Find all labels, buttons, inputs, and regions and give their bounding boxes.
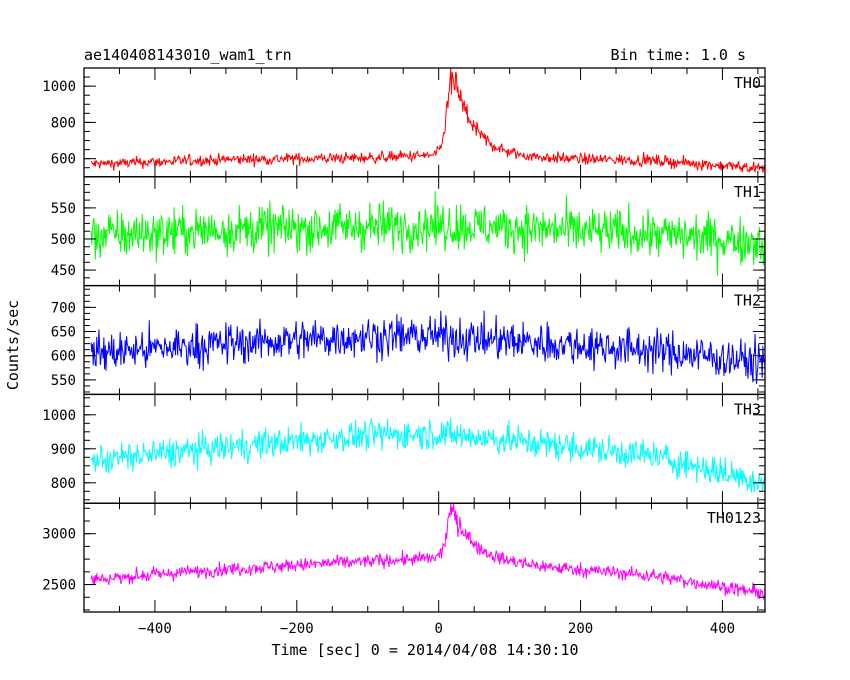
panel-label-th0123: TH0123 [707, 509, 761, 527]
y-tick-label: 600 [51, 152, 76, 168]
series-line-th1 [90, 191, 765, 276]
x-tick-label: −200 [280, 621, 314, 637]
y-tick-label: 1000 [42, 408, 76, 424]
y-axis-label: Counts/sec [4, 300, 22, 390]
y-tick-label: 900 [51, 442, 76, 458]
y-tick-label: 650 [51, 325, 76, 341]
series-line-th0 [90, 68, 765, 174]
panel-label-th2: TH2 [734, 292, 761, 310]
x-axis-label: Time [sec] 0 = 2014/04/08 14:30:10 [271, 641, 578, 659]
panels-group: 600 800 1000 TH0 450 500 550 TH1 550 600 650 700 TH2… [42, 67, 766, 637]
y-tick-label: 500 [51, 232, 76, 248]
series-line-th0123 [90, 503, 765, 600]
series-line-th3 [90, 417, 765, 493]
panel-label-th3: TH3 [734, 400, 761, 418]
x-tick-label: 200 [568, 621, 593, 637]
y-tick-label: 1000 [42, 79, 76, 95]
y-tick-label: 2500 [42, 578, 76, 594]
y-tick-label: 700 [51, 300, 76, 316]
x-tick-label: 400 [710, 621, 735, 637]
y-tick-label: 550 [51, 201, 76, 217]
y-tick-label: 450 [51, 263, 76, 279]
panel-frame-th0123 [83, 502, 766, 613]
y-tick-label: 800 [51, 115, 76, 131]
y-tick-label: 3000 [42, 527, 76, 543]
y-tick-label: 800 [51, 476, 76, 492]
series-line-th2 [90, 310, 765, 385]
chart-title: ae140408143010_wam1_trn [84, 46, 292, 64]
panel-frame-th3 [83, 393, 766, 504]
x-tick-label: 0 [434, 621, 442, 637]
panel-label-th1: TH1 [734, 183, 761, 201]
y-tick-label: 550 [51, 373, 76, 389]
x-tick-label: −400 [138, 621, 172, 637]
y-tick-label: 600 [51, 349, 76, 365]
panel-label-th0: TH0 [734, 74, 761, 92]
bin-time-label: Bin time: 1.0 s [611, 46, 746, 64]
